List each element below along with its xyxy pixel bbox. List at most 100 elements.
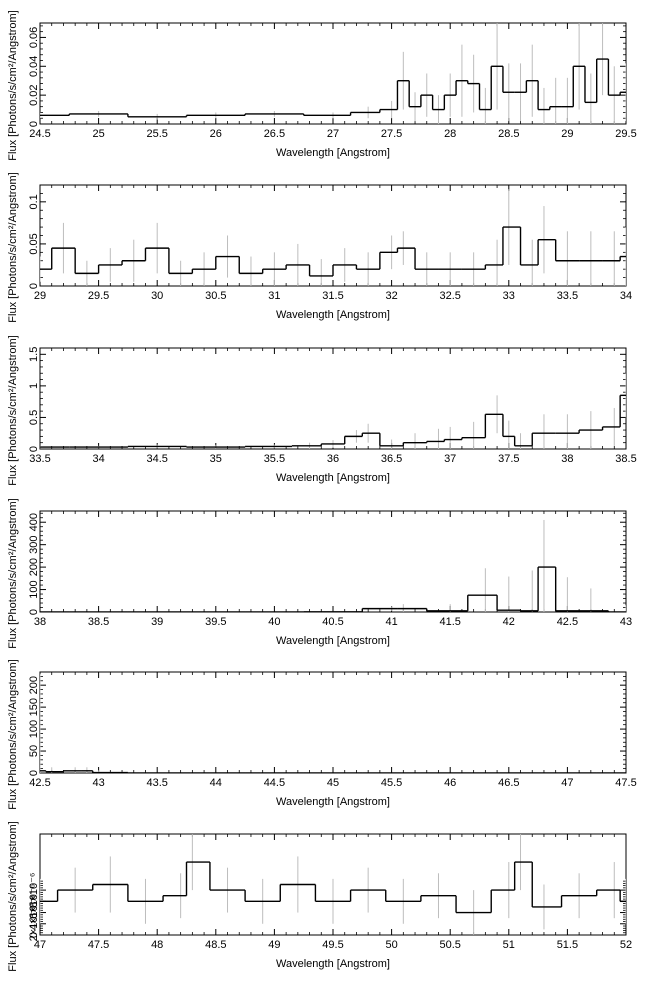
x-tick-label: 34 xyxy=(620,290,632,302)
x-tick-label: 24.5 xyxy=(29,128,50,140)
x-tick-label: 51.5 xyxy=(557,939,578,951)
y-tick-label: 0 xyxy=(28,932,40,938)
x-axis-title: Wavelength [Angstrom] xyxy=(276,472,390,484)
x-tick-label: 48 xyxy=(151,939,163,951)
x-tick-label: 49.5 xyxy=(322,939,343,951)
x-tick-label: 29 xyxy=(561,128,573,140)
y-tick-label: 0 xyxy=(28,446,40,452)
x-tick-label: 48.5 xyxy=(205,939,226,951)
x-axis-title: Wavelength [Angstrom] xyxy=(276,309,390,321)
y-tick-label: 6×10⁻⁶ xyxy=(28,884,40,919)
x-tick-label: 46 xyxy=(444,777,456,789)
y-tick-label: 1 xyxy=(28,383,40,389)
x-tick-label: 27.5 xyxy=(381,128,402,140)
x-tick-label: 47 xyxy=(34,939,46,951)
x-tick-label: 43.5 xyxy=(146,777,167,789)
y-axis-title: Flux [Photons/s/cm²/Angstrom] xyxy=(7,659,19,809)
x-axis-title: Wavelength [Angstrom] xyxy=(276,147,390,159)
x-tick-label: 37.5 xyxy=(498,453,519,465)
y-tick-label: 0.04 xyxy=(28,56,40,77)
x-tick-label: 29 xyxy=(34,290,46,302)
x-tick-label: 36 xyxy=(327,453,339,465)
x-tick-label: 28 xyxy=(444,128,456,140)
chart-panel-6: 47 47.5 48 48.5 49 49.5 50 50.5 51 51.5 52 02×10⁻⁶4… xyxy=(7,821,632,971)
x-tick-label: 40 xyxy=(268,616,280,628)
y-tick-label: 0.05 xyxy=(28,233,40,254)
x-tick-label: 32 xyxy=(385,290,397,302)
x-tick-label: 33.5 xyxy=(557,290,578,302)
x-tick-label: 40.5 xyxy=(322,616,343,628)
series-group xyxy=(40,674,626,773)
y-tick-label: 0 xyxy=(28,770,40,776)
y-tick-label: 200 xyxy=(28,558,40,576)
x-tick-label: 25.5 xyxy=(146,128,167,140)
x-tick-label: 28.5 xyxy=(498,128,519,140)
x-tick-label: 32.5 xyxy=(439,290,460,302)
y-tick-label: 300 xyxy=(28,535,40,553)
x-tick-label: 45.5 xyxy=(381,777,402,789)
chart-panel-3: 33.5 34 34.5 35 35.5 36 36.5 37 37.5 38 38.5 0 0.5 1 1… xyxy=(7,335,637,485)
x-tick-label: 43 xyxy=(92,777,104,789)
x-tick-label: 51 xyxy=(503,939,515,951)
x-tick-label: 47 xyxy=(561,777,573,789)
chart-panel-5: 42.5 43 43.5 44 44.5 45 45.5 46 46.5 47 47.5 0 50 100… xyxy=(7,659,637,809)
y-tick-label: 2×10⁻⁶ xyxy=(28,906,40,941)
x-tick-label: 39.5 xyxy=(205,616,226,628)
x-tick-label: 46.5 xyxy=(498,777,519,789)
x-tick-label: 42.5 xyxy=(557,616,578,628)
x-tick-label: 38 xyxy=(561,453,573,465)
x-tick-label: 41.5 xyxy=(439,616,460,628)
x-tick-label: 38 xyxy=(34,616,46,628)
y-axis-title: Flux [Photons/s/cm²/Angstrom] xyxy=(7,172,19,322)
y-tick-label: 1.5 xyxy=(28,347,40,362)
series-group xyxy=(40,189,626,286)
x-tick-label: 49 xyxy=(268,939,280,951)
x-axis-title: Wavelength [Angstrom] xyxy=(276,796,390,808)
y-tick-label: 8×10⁻⁶ xyxy=(28,873,40,908)
x-tick-label: 35 xyxy=(210,453,222,465)
x-tick-label: 31.5 xyxy=(322,290,343,302)
chart-panel-1: 24.5 25 25.5 26 26.5 27 27.5 28 28.5 29 29.5 0 0.02 0… xyxy=(7,10,637,160)
x-tick-label: 34 xyxy=(92,453,104,465)
y-axis-title: Flux [Photons/s/cm²/Angstrom] xyxy=(7,821,19,971)
x-tick-label: 47.5 xyxy=(615,777,636,789)
y-tick-label: 0 xyxy=(28,121,40,127)
y-tick-label: 100 xyxy=(28,720,40,738)
x-tick-label: 31 xyxy=(268,290,280,302)
y-tick-label: 150 xyxy=(28,698,40,716)
series-group xyxy=(40,23,626,124)
x-tick-label: 26 xyxy=(210,128,222,140)
x-tick-label: 43 xyxy=(620,616,632,628)
x-tick-label: 25 xyxy=(92,128,104,140)
y-tick-label: 200 xyxy=(28,676,40,694)
x-tick-label: 38.5 xyxy=(615,453,636,465)
x-tick-label: 29.5 xyxy=(615,128,636,140)
x-tick-label: 47.5 xyxy=(88,939,109,951)
x-tick-label: 42 xyxy=(503,616,515,628)
x-tick-label: 26.5 xyxy=(264,128,285,140)
y-tick-label: 0.5 xyxy=(28,410,40,425)
x-tick-label: 33 xyxy=(503,290,515,302)
x-axis-title: Wavelength [Angstrom] xyxy=(276,958,390,970)
y-axis-title: Flux [Photons/s/cm²/Angstrom] xyxy=(7,335,19,485)
x-tick-label: 27 xyxy=(327,128,339,140)
y-tick-label: 0.1 xyxy=(28,194,40,209)
x-tick-label: 37 xyxy=(444,453,456,465)
chart-panel-2: 29 29.5 30 30.5 31 31.5 32 32.5 33 33.5 34 0 0.05 0.1… xyxy=(7,172,632,322)
x-tick-label: 29.5 xyxy=(88,290,109,302)
y-axis-title: Flux [Photons/s/cm²/Angstrom] xyxy=(7,498,19,648)
x-tick-label: 33.5 xyxy=(29,453,50,465)
x-tick-label: 52 xyxy=(620,939,632,951)
y-tick-label: 0 xyxy=(28,283,40,289)
x-tick-label: 50 xyxy=(385,939,397,951)
x-tick-label: 44.5 xyxy=(264,777,285,789)
chart-panel-4: 38 38.5 39 39.5 40 40.5 41 41.5 42 42.5 43 0 100 200 3… xyxy=(7,498,632,648)
y-tick-label: 100 xyxy=(28,580,40,598)
y-tick-label: 0.02 xyxy=(28,84,40,105)
series-group xyxy=(40,519,626,612)
y-tick-label: 0.06 xyxy=(28,27,40,48)
y-tick-label: 50 xyxy=(28,745,40,757)
y-axis-title: Flux [Photons/s/cm²/Angstrom] xyxy=(7,10,19,160)
x-axis-title: Wavelength [Angstrom] xyxy=(276,635,390,647)
x-tick-label: 41 xyxy=(385,616,397,628)
